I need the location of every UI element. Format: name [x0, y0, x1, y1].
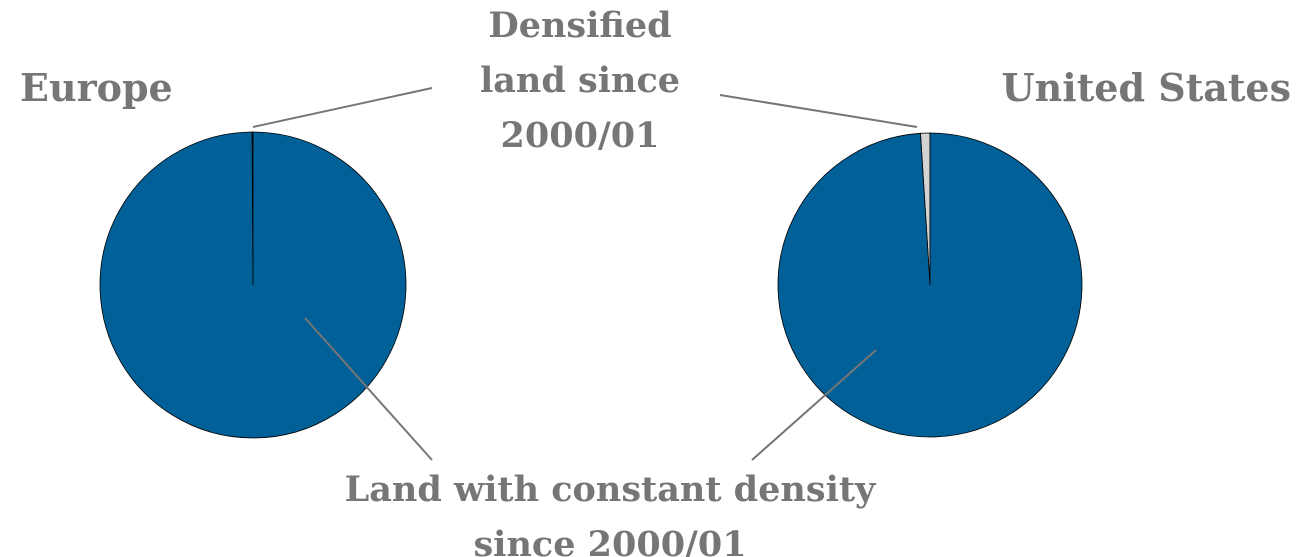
leader-line: [719, 94, 918, 128]
leader-line: [751, 349, 877, 461]
leader-line: [304, 317, 433, 461]
leader-line: [252, 87, 433, 128]
pie-title: Europe: [20, 65, 173, 110]
pie-slice: [777, 132, 1083, 438]
pie-slice: [99, 131, 407, 439]
pie-title: United States: [1001, 65, 1291, 110]
category-label: Densified land since 2000/01: [479, 5, 681, 156]
category-label: Land with constant density since 2000/01: [344, 469, 876, 557]
